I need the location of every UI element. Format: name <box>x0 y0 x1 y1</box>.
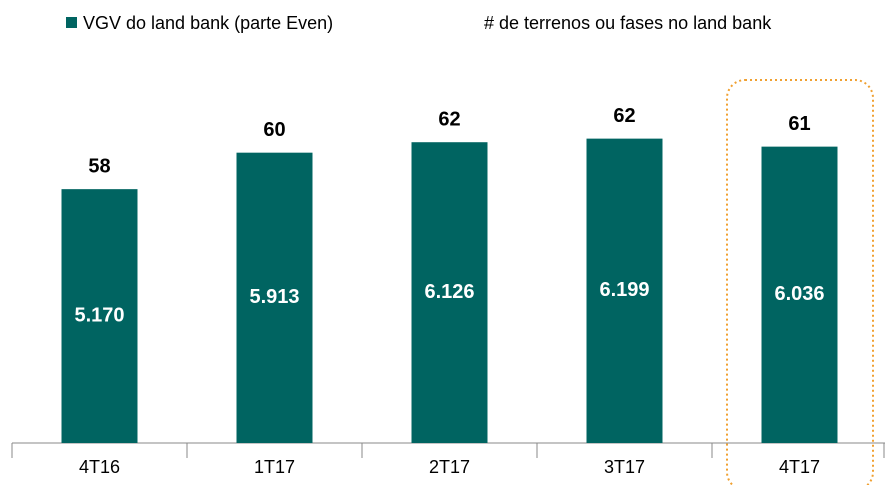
x-tick-label: 3T17 <box>604 457 645 477</box>
bar <box>61 189 138 443</box>
count-label: 58 <box>88 155 110 177</box>
count-label: 62 <box>613 105 635 127</box>
bar <box>761 146 838 444</box>
bar-value-label: 6.199 <box>599 279 649 301</box>
highlight-box <box>726 79 874 485</box>
count-label: 61 <box>788 113 810 135</box>
legend-label: # de terrenos ou fases no land bank <box>484 13 772 33</box>
x-tick-label: 4T17 <box>779 457 820 477</box>
legend-label: VGV do land bank (parte Even) <box>83 13 333 33</box>
legend-swatch <box>66 17 77 28</box>
bar-value-label: 6.036 <box>774 283 824 305</box>
count-label: 60 <box>263 119 285 141</box>
x-tick-label: 4T16 <box>79 457 120 477</box>
bar-value-label: 6.126 <box>424 281 474 303</box>
bar <box>411 142 488 444</box>
bar-value-label: 5.913 <box>249 286 299 308</box>
bar-value-label: 5.170 <box>74 304 124 326</box>
x-tick-label: 2T17 <box>429 457 470 477</box>
x-tick-label: 1T17 <box>254 457 295 477</box>
count-label: 62 <box>438 108 460 130</box>
bar <box>236 152 313 444</box>
bar <box>586 138 663 444</box>
